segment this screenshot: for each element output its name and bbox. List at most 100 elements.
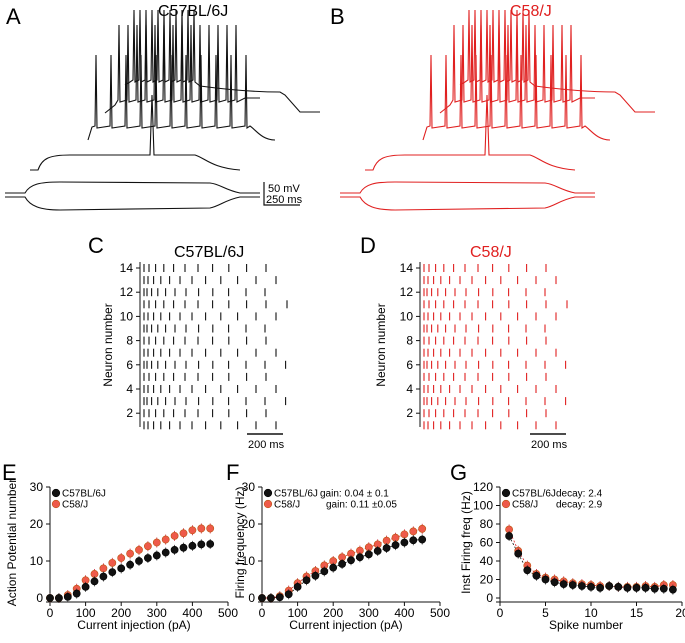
- ytick-label: 80: [480, 517, 494, 531]
- raster-ytick-label: 4: [126, 382, 133, 396]
- point-c57bl6j: [541, 575, 550, 584]
- point-c57bl6j: [152, 551, 161, 560]
- trace-hyperpolarizing-2: [5, 196, 260, 211]
- scalebar-time-label: 250 ms: [266, 194, 303, 206]
- trace-spiking-3: [459, 9, 655, 113]
- point-c58j: [197, 524, 206, 533]
- ytick-label: 120: [473, 480, 493, 494]
- legend-entry: C57BL/6J: [512, 489, 556, 500]
- point-c57bl6j: [373, 547, 382, 555]
- ytick-label: 20: [480, 573, 494, 587]
- panel-letter-b: B: [330, 4, 345, 29]
- ytick-label: 0: [486, 591, 493, 605]
- point-c57bl6j: [514, 549, 523, 558]
- xtick-label: 0: [47, 606, 54, 620]
- annotation: decay: 2.4: [556, 489, 603, 500]
- x-axis-label: Current injection (pA): [77, 618, 190, 632]
- point-c57bl6j: [614, 583, 623, 591]
- point-c58j: [108, 558, 117, 567]
- xtick-label: 300: [359, 606, 379, 620]
- ytick-label: 30: [30, 480, 44, 494]
- trace-spiking-1: [422, 54, 611, 141]
- raster-ytick-label: 14: [120, 261, 134, 275]
- ytick-label: 40: [480, 554, 494, 568]
- voltage-traces-c58j: [340, 9, 655, 211]
- legend-entry: C57BL/6J: [62, 489, 106, 500]
- trace-spiking-2: [104, 24, 260, 114]
- chart-g: 0 20 40 60 80 100 120 0 5 10 15 20 Spike number Inst …: [459, 480, 685, 632]
- xtick-label: 100: [76, 606, 96, 620]
- legend-entry: C58/J: [274, 500, 300, 511]
- raster-ytick-label: 8: [126, 334, 133, 348]
- xtick-label: 10: [584, 606, 598, 620]
- point-c57bl6j: [72, 589, 81, 598]
- point-c57bl6j: [559, 580, 568, 589]
- raster-d-scale-label: 200 ms: [531, 439, 568, 451]
- point-c57bl6j: [55, 594, 63, 602]
- point-c57bl6j: [161, 548, 170, 557]
- point-c57bl6j: [90, 577, 99, 586]
- legend-marker: [501, 488, 511, 498]
- point-c57bl6j: [302, 576, 311, 585]
- point-c57bl6j: [623, 583, 632, 592]
- panel-letter-e: E: [2, 460, 17, 485]
- point-c57bl6j: [364, 550, 373, 559]
- point-c58j: [418, 524, 427, 533]
- trace-subthreshold: [365, 94, 576, 171]
- point-c58j: [179, 529, 188, 538]
- xtick-label: 500: [430, 606, 450, 620]
- legend-marker: [263, 499, 273, 509]
- legend-marker: [501, 499, 511, 509]
- point-c57bl6j: [329, 563, 338, 572]
- point-c57bl6j: [81, 583, 90, 591]
- point-c57bl6j: [632, 583, 641, 592]
- xtick-label: 5: [542, 606, 549, 620]
- xtick-label: 200: [111, 606, 131, 620]
- scalebar-ab: 50 mV 250 ms: [263, 182, 303, 206]
- annotation: decay: 2.9: [556, 500, 603, 511]
- point-c57bl6j: [418, 535, 427, 544]
- xtick-label: 0: [497, 606, 504, 620]
- xtick-label: 20: [675, 606, 685, 620]
- point-c58j: [143, 542, 152, 551]
- point-c57bl6j: [578, 582, 586, 590]
- point-c57bl6j: [258, 594, 266, 602]
- legend-marker: [51, 488, 61, 498]
- panel-c-title: C57BL/6J: [174, 244, 244, 261]
- raster-ytick-label: 12: [400, 285, 414, 299]
- raster-ytick-label: 6: [406, 358, 413, 372]
- legend-marker: [263, 488, 273, 498]
- point-c57bl6j: [197, 540, 206, 549]
- scalebar-voltage-label: 50 mV: [268, 183, 300, 195]
- point-c57bl6j: [108, 568, 117, 576]
- point-c57bl6j: [382, 544, 391, 552]
- xtick-label: 400: [394, 606, 414, 620]
- trace-hyperpolarizing-2: [340, 196, 595, 211]
- raster-ytick-label: 14: [400, 261, 414, 275]
- xtick-label: 100: [288, 606, 308, 620]
- ytick-label: 10: [242, 554, 256, 568]
- point-c57bl6j: [505, 532, 513, 540]
- point-c57bl6j: [596, 583, 604, 592]
- point-c57bl6j: [126, 560, 135, 569]
- panel-a-title: C57BL/6J: [158, 3, 228, 20]
- point-c57bl6j: [587, 583, 595, 591]
- raster-ytick-label: 10: [400, 309, 414, 323]
- ytick-label: 20: [30, 517, 44, 531]
- legend-entry: C58/J: [512, 500, 538, 511]
- point-c58j: [170, 531, 179, 540]
- point-c57bl6j: [669, 585, 677, 594]
- point-c57bl6j: [338, 560, 346, 568]
- xtick-label: 400: [182, 606, 202, 620]
- panel-letter-d: D: [360, 233, 376, 258]
- raster-ytick-label: 6: [126, 358, 133, 372]
- trace-spiking-1: [87, 54, 276, 141]
- point-c57bl6j: [275, 593, 284, 602]
- trace-spiking-3: [124, 9, 320, 113]
- xtick-label: 15: [630, 606, 644, 620]
- trace-subthreshold: [30, 94, 241, 171]
- point-c57bl6j: [117, 564, 126, 573]
- point-c58j: [117, 554, 126, 562]
- raster-c57bl6j: 2 4 6 8 10 12 14: [120, 261, 288, 430]
